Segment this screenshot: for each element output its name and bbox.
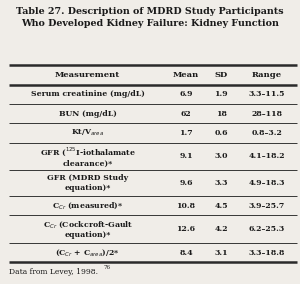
Text: Data from Levey, 1998.: Data from Levey, 1998. — [9, 268, 98, 275]
Text: (C$_{Cr}$ + C$_{area}$)/2*: (C$_{Cr}$ + C$_{area}$)/2* — [56, 247, 120, 258]
Text: Range: Range — [252, 71, 282, 79]
Text: 28–118: 28–118 — [251, 110, 283, 118]
Text: C$_{Cr}$ (Cockcroft-Gault
equation)*: C$_{Cr}$ (Cockcroft-Gault equation)* — [43, 219, 133, 239]
Text: 1.9: 1.9 — [214, 90, 228, 98]
Text: 4.9–18.3: 4.9–18.3 — [249, 179, 285, 187]
Text: 76: 76 — [103, 265, 110, 270]
Text: C$_{Cr}$ (measured)*: C$_{Cr}$ (measured)* — [52, 200, 123, 211]
Text: Mean: Mean — [173, 71, 199, 79]
Text: 9.6: 9.6 — [179, 179, 193, 187]
Text: 6.9: 6.9 — [179, 90, 193, 98]
Text: 4.5: 4.5 — [214, 202, 228, 210]
Text: 3.3–18.8: 3.3–18.8 — [249, 249, 285, 257]
Text: 18: 18 — [216, 110, 227, 118]
Text: SD: SD — [214, 71, 228, 79]
Text: 3.3–11.5: 3.3–11.5 — [249, 90, 285, 98]
Text: 4.1–18.2: 4.1–18.2 — [249, 153, 285, 160]
Text: 4.2: 4.2 — [214, 225, 228, 233]
Text: Kt/V$_{area}$: Kt/V$_{area}$ — [71, 128, 104, 138]
Text: 10.8: 10.8 — [176, 202, 196, 210]
Text: Measurement: Measurement — [55, 71, 120, 79]
Text: 6.2–25.3: 6.2–25.3 — [249, 225, 285, 233]
Text: 12.6: 12.6 — [176, 225, 196, 233]
Text: BUN (mg/dL): BUN (mg/dL) — [59, 110, 117, 118]
Text: 0.6: 0.6 — [214, 129, 228, 137]
Text: GFR (MDRD Study
equation)*: GFR (MDRD Study equation)* — [47, 174, 128, 192]
Text: 62: 62 — [181, 110, 191, 118]
Text: 3.3: 3.3 — [214, 179, 228, 187]
Text: GFR ($^{125}$I-iothalamate
clearance)*: GFR ($^{125}$I-iothalamate clearance)* — [40, 145, 136, 168]
Text: 0.8–3.2: 0.8–3.2 — [252, 129, 282, 137]
Text: 9.1: 9.1 — [179, 153, 193, 160]
Text: 3.0: 3.0 — [214, 153, 228, 160]
Text: 3.1: 3.1 — [214, 249, 228, 257]
Text: 3.9–25.7: 3.9–25.7 — [249, 202, 285, 210]
Text: Serum creatinine (mg/dL): Serum creatinine (mg/dL) — [31, 90, 145, 98]
Text: 8.4: 8.4 — [179, 249, 193, 257]
Text: Table 27. Description of MDRD Study Participants
Who Developed Kidney Failure: K: Table 27. Description of MDRD Study Part… — [16, 7, 284, 28]
Text: 1.7: 1.7 — [179, 129, 193, 137]
